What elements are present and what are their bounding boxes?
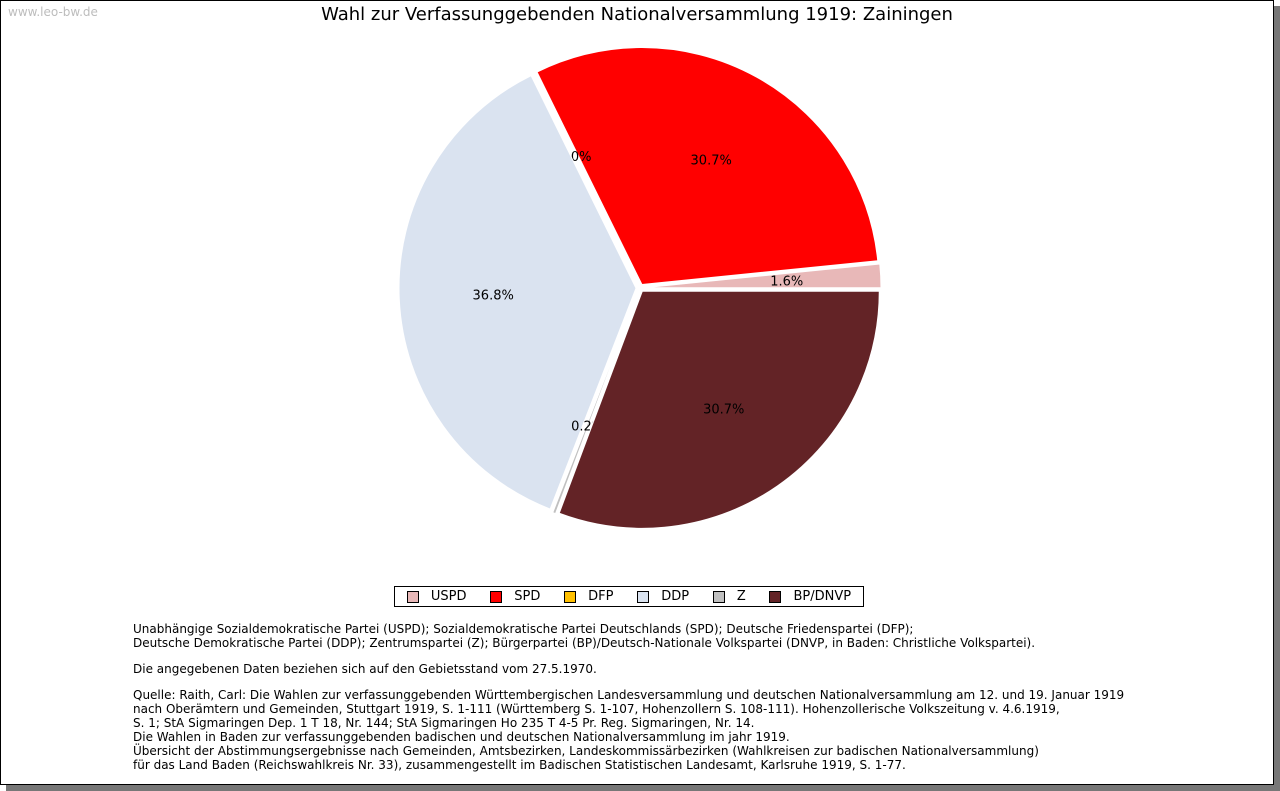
legend-label-bp-dnvp: BP/DNVP [793, 589, 852, 604]
notes-parties-line1: Unabhängige Sozialdemokratische Partei (… [133, 622, 914, 636]
notes-gebietsstand: Die angegebenen Daten beziehen sich auf … [133, 662, 597, 676]
chart-title: Wahl zur Verfassunggebenden Nationalvers… [321, 4, 953, 25]
pie-label-uspd: 1.6% [770, 275, 803, 290]
notes-source-line3: S. 1; StA Sigmaringen Dep. 1 T 18, Nr. 1… [133, 716, 755, 730]
legend-label-z: Z [736, 589, 746, 604]
notes-source-line4: Die Wahlen in Baden zur verfassunggebend… [133, 730, 790, 744]
legend-label-ddp: DDP [661, 589, 690, 604]
notes-source-line5: Übersicht der Abstimmungsergebnisse nach… [133, 744, 1039, 758]
legend-item-uspd: USPD [406, 589, 467, 604]
pie-slice-z [552, 291, 640, 515]
legend-swatch-dfp [564, 590, 577, 603]
legend-item-ddp: DDP [637, 589, 689, 604]
legend-label-dfp: DFP [588, 589, 614, 604]
legend-swatch-spd [490, 590, 503, 603]
legend-label-spd: SPD [514, 589, 541, 604]
legend-item-spd: SPD [490, 589, 540, 604]
notes: Unabhängige Sozialdemokratische Partei (… [133, 622, 1233, 772]
notes-source-line6: für das Land Baden (Reichswahlkreis Nr. … [133, 758, 906, 772]
pie-label-ddp: 36.8% [473, 288, 514, 303]
legend: USPD SPD DFP DDP Z BP/DNVP [394, 586, 864, 607]
legend-swatch-bp-dnvp [769, 590, 782, 603]
legend-label-uspd: USPD [430, 589, 467, 604]
pie-chart: 1.6%30.7%0.0%36.8%0.2%30.7% [398, 47, 882, 529]
pie-slice-spd [536, 47, 879, 286]
pie-label-spd: 30.7% [691, 153, 732, 168]
notes-source-line1: Quelle: Raith, Carl: Die Wahlen zur verf… [133, 688, 1125, 702]
legend-swatch-z [712, 590, 725, 603]
pie-slice-bp-dnvp [558, 290, 880, 529]
legend-item-bp-dnvp: BP/DNVP [769, 589, 851, 604]
pie-slice-ddp [398, 75, 637, 510]
pie-label-bp-dnvp: 30.7% [703, 403, 744, 418]
legend-swatch-ddp [637, 590, 650, 603]
legend-item-z: Z [712, 589, 746, 604]
legend-swatch-uspd [406, 590, 419, 603]
watermark: www.leo-bw.de [8, 5, 98, 19]
pie-slice-uspd [643, 263, 882, 289]
notes-source-line2: nach Oberämtern und Gemeinden, Stuttgart… [133, 702, 1060, 716]
notes-parties-line2: Deutsche Demokratische Partei (DDP); Zen… [133, 636, 1036, 650]
legend-item-dfp: DFP [564, 589, 613, 604]
